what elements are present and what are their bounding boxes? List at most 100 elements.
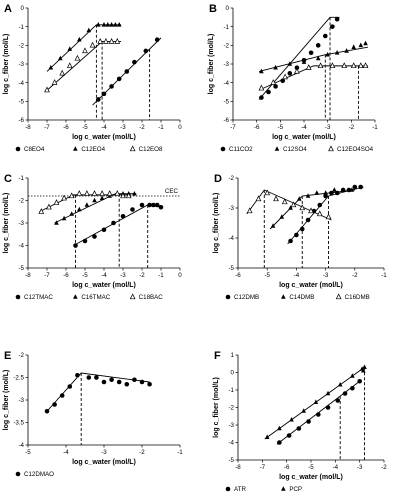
x-tick-label: 0 xyxy=(178,124,182,131)
panel-letter: A xyxy=(4,3,12,15)
data-point xyxy=(66,62,73,69)
x-tick-label: -4 xyxy=(63,449,69,456)
data-point xyxy=(296,426,302,431)
data-point xyxy=(316,210,323,217)
fit-line xyxy=(46,372,150,412)
data-point xyxy=(332,187,337,192)
data-point xyxy=(316,412,321,417)
x-axis-label: log c_water (mol/L) xyxy=(72,282,136,289)
y-tick-label: -1 xyxy=(223,24,229,31)
data-point xyxy=(294,67,300,74)
data-point xyxy=(139,379,145,385)
legend-item: C16TMAC xyxy=(73,294,111,301)
data-point xyxy=(270,223,276,228)
x-tick-label: -1 xyxy=(158,124,164,131)
data-point xyxy=(315,55,321,61)
y-tick-label: -2 xyxy=(18,198,24,205)
data-point xyxy=(111,220,116,226)
series-pcp xyxy=(264,364,367,460)
data-point xyxy=(51,79,58,85)
legend-marker xyxy=(225,294,231,300)
cec-annotation: CEC xyxy=(165,188,179,195)
data-point xyxy=(97,38,104,44)
data-point xyxy=(361,367,366,373)
legend-label: C12EO8 xyxy=(139,146,163,153)
data-point xyxy=(246,207,253,214)
data-point xyxy=(82,238,88,244)
data-point xyxy=(308,50,314,56)
data-point xyxy=(114,38,121,44)
legend-marker xyxy=(328,145,334,152)
fit-line xyxy=(46,24,122,72)
data-point xyxy=(120,192,126,199)
data-point xyxy=(288,205,293,210)
x-tick-label: -5 xyxy=(82,124,88,131)
data-point xyxy=(349,187,355,192)
legend-label: C12SO4 xyxy=(283,146,307,153)
x-tick-label: -4 xyxy=(101,124,107,131)
panel-letter: E xyxy=(4,350,11,362)
data-point xyxy=(287,71,293,76)
legend-label: C14DMB xyxy=(289,294,314,301)
data-point xyxy=(96,97,101,102)
data-point xyxy=(61,215,67,221)
x-tick-label: -8 xyxy=(25,124,31,131)
data-point xyxy=(103,38,109,44)
data-point xyxy=(286,433,292,438)
y-axis-label: log c_fiber (mol/L) xyxy=(3,370,10,431)
data-point xyxy=(54,220,59,225)
data-point xyxy=(273,64,278,70)
x-tick-label: -5 xyxy=(82,272,88,279)
y-tick-label: -6 xyxy=(18,117,24,124)
data-point xyxy=(264,434,270,440)
data-point xyxy=(294,232,299,238)
x-tick-label: -7 xyxy=(260,464,266,471)
x-tick-label: -2 xyxy=(352,272,358,279)
data-point xyxy=(77,206,82,212)
y-tick-label: -1 xyxy=(18,24,24,31)
data-point xyxy=(53,199,60,205)
series-atr xyxy=(276,378,362,460)
y-tick-label: -5 xyxy=(223,99,229,106)
data-point xyxy=(132,377,137,383)
data-point xyxy=(317,62,324,69)
y-tick-label: -1 xyxy=(18,175,24,182)
data-point xyxy=(297,196,302,201)
data-point xyxy=(77,36,82,42)
data-point xyxy=(363,40,368,46)
y-tick-label: -3 xyxy=(228,422,234,429)
data-point xyxy=(86,27,92,33)
legend-item: C14DMB xyxy=(281,294,314,301)
panel-letter: D xyxy=(214,173,222,185)
y-tick-label: -5 xyxy=(18,99,24,106)
data-point xyxy=(342,391,348,396)
data-point xyxy=(277,440,282,445)
x-tick-label: 0 xyxy=(178,272,182,279)
x-axis-label: log c_water (mol/L) xyxy=(279,282,343,289)
x-tick-label: -1 xyxy=(381,272,387,279)
data-point xyxy=(84,202,90,207)
legend-label: PCP xyxy=(289,486,302,493)
y-tick-label: 0 xyxy=(231,370,235,377)
fit-line xyxy=(246,189,332,221)
data-point xyxy=(94,375,99,380)
data-point xyxy=(314,190,320,195)
series-c11co2 xyxy=(258,16,340,120)
legend-item: C11CO2 xyxy=(220,146,253,153)
data-point xyxy=(109,377,114,383)
legend-marker xyxy=(73,146,78,151)
y-tick-label: -5 xyxy=(228,457,234,464)
series-c18bac xyxy=(38,190,132,268)
legend-label: C16DMB xyxy=(345,294,370,301)
legend-label: C8EO4 xyxy=(24,146,45,153)
data-point xyxy=(301,59,307,64)
data-point xyxy=(92,234,97,239)
x-tick-label: -5 xyxy=(25,449,31,456)
series-c12eo8 xyxy=(44,38,122,120)
x-tick-label: -1 xyxy=(177,449,183,456)
fit-line xyxy=(258,46,368,72)
legend-marker xyxy=(15,471,21,477)
series-c12dmao xyxy=(44,372,152,445)
